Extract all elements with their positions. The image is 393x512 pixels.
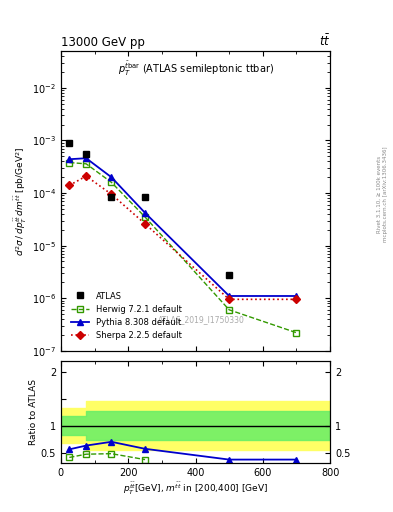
Line: ATLAS: ATLAS (66, 139, 233, 278)
Line: Sherpa 2.2.5 default: Sherpa 2.2.5 default (69, 176, 296, 300)
Herwig 7.2.1 default (143, 214, 147, 220)
Herwig 7.2.1 default (227, 307, 231, 313)
Text: 13000 GeV pp: 13000 GeV pp (61, 36, 145, 49)
ATLAS (143, 194, 147, 200)
Pythia 8.308 default (227, 293, 231, 299)
Pythia 8.308 default (84, 155, 88, 161)
Text: $p_T^{\bar{t}\mathrm{bar}}$ (ATLAS semileptonic ttbar): $p_T^{\bar{t}\mathrm{bar}}$ (ATLAS semil… (118, 60, 274, 78)
Line: Pythia 8.308 default: Pythia 8.308 default (69, 158, 296, 296)
Herwig 7.2.1 default (67, 160, 72, 166)
Text: Rivet 3.1.10, ≥ 100k events: Rivet 3.1.10, ≥ 100k events (377, 156, 382, 233)
Pythia 8.308 default (143, 210, 147, 216)
ATLAS (109, 194, 114, 200)
Sherpa 2.2.5 default (294, 296, 299, 303)
Text: ATLAS_2019_I1750330: ATLAS_2019_I1750330 (158, 315, 244, 324)
Herwig 7.2.1 default (294, 330, 299, 336)
Herwig 7.2.1 default (109, 179, 114, 185)
ATLAS (227, 271, 231, 278)
Text: mcplots.cern.ch [arXiv:1306.3436]: mcplots.cern.ch [arXiv:1306.3436] (384, 147, 388, 242)
Text: $t\bar{t}$: $t\bar{t}$ (319, 33, 330, 49)
Herwig 7.2.1 default (84, 161, 88, 167)
Sherpa 2.2.5 default (109, 191, 114, 197)
Sherpa 2.2.5 default (143, 221, 147, 227)
Pythia 8.308 default (67, 156, 72, 162)
ATLAS (84, 151, 88, 157)
X-axis label: $p_T^{\bar{t}\bar{t}}$[GeV], $m^{\bar{t}\bar{t}}$ in [200,400] [GeV]: $p_T^{\bar{t}\bar{t}}$[GeV], $m^{\bar{t}… (123, 481, 268, 497)
Y-axis label: $d^2\sigma\,/\,dp_T^{\bar{t}\bar{t}}\,dm^{\bar{t}\bar{t}}$ [pb/GeV$^2$]: $d^2\sigma\,/\,dp_T^{\bar{t}\bar{t}}\,dm… (13, 146, 29, 255)
ATLAS (67, 140, 72, 146)
Sherpa 2.2.5 default (227, 296, 231, 303)
Y-axis label: Ratio to ATLAS: Ratio to ATLAS (29, 379, 38, 445)
Pythia 8.308 default (294, 293, 299, 299)
Line: Herwig 7.2.1 default: Herwig 7.2.1 default (69, 163, 296, 333)
Legend: ATLAS, Herwig 7.2.1 default, Pythia 8.308 default, Sherpa 2.2.5 default: ATLAS, Herwig 7.2.1 default, Pythia 8.30… (68, 288, 185, 344)
Pythia 8.308 default (109, 174, 114, 180)
Sherpa 2.2.5 default (84, 173, 88, 179)
Sherpa 2.2.5 default (67, 182, 72, 188)
